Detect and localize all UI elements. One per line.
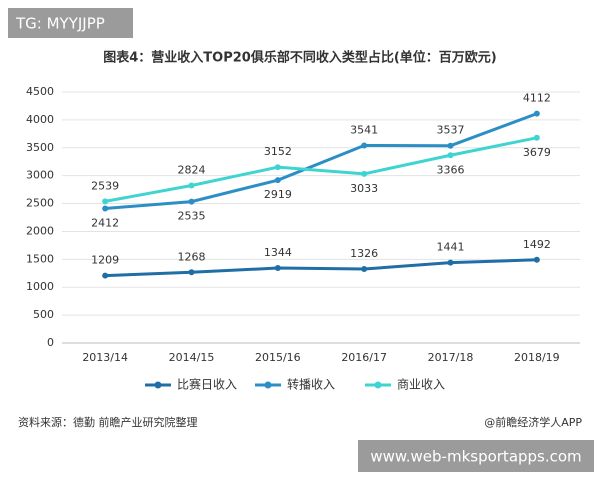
data-label: 1344	[264, 246, 292, 259]
y-tick-label: 2500	[26, 197, 54, 210]
x-tick-label: 2013/14	[82, 351, 128, 364]
y-tick-label: 4500	[26, 85, 54, 98]
point	[102, 198, 109, 205]
data-label: 2535	[178, 210, 206, 223]
data-label: 3366	[437, 163, 465, 176]
legend-marker	[374, 381, 382, 389]
point	[274, 164, 281, 171]
series-line	[105, 258, 537, 278]
data-label: 2412	[91, 216, 119, 229]
point	[533, 256, 540, 263]
point	[188, 198, 195, 205]
point	[102, 272, 109, 279]
legend-marker	[264, 381, 272, 389]
series-line	[104, 136, 538, 203]
watermark-bottom: www.web-mksportapps.com	[370, 448, 581, 466]
data-label: 3033	[350, 182, 378, 195]
watermark-box	[8, 8, 133, 38]
point	[361, 142, 368, 149]
legend-label: 商业收入	[397, 377, 445, 392]
watermark-top: TG: MYYJJPP	[15, 15, 105, 33]
y-tick-label: 1000	[26, 280, 54, 293]
point	[274, 177, 281, 184]
point	[274, 265, 281, 272]
y-tick-label: 500	[33, 308, 54, 321]
source: 资料来源：德勤 前瞻产业研究院整理	[18, 415, 198, 429]
data-label: 2824	[178, 163, 206, 176]
data-label: 1268	[178, 250, 206, 263]
x-tick-label: 2018/19	[514, 351, 560, 364]
y-tick-label: 4000	[26, 113, 54, 126]
point	[188, 182, 195, 189]
data-label: 2919	[264, 188, 292, 201]
point	[361, 266, 368, 273]
x-tick-label: 2014/15	[169, 351, 215, 364]
legend-label: 比赛日收入	[177, 377, 237, 392]
data-label: 3537	[437, 124, 465, 137]
data-label: 3679	[523, 146, 551, 159]
y-tick-label: 3500	[26, 141, 54, 154]
series-line	[105, 112, 538, 210]
data-label: 1209	[91, 254, 119, 267]
data-label: 3152	[264, 145, 292, 158]
y-tick-label: 0	[47, 336, 54, 349]
point	[361, 170, 368, 177]
chart-title: 图表4：营业收入TOP20俱乐部不同收入类型占比(单位：百万欧元)	[103, 50, 496, 66]
point	[533, 134, 540, 141]
point	[447, 152, 454, 159]
legend-label: 转播收入	[287, 377, 335, 392]
watermark-box	[358, 440, 594, 472]
point	[447, 259, 454, 266]
x-tick-label: 2017/18	[428, 351, 474, 364]
x-tick-label: 2015/16	[255, 351, 301, 364]
point	[188, 269, 195, 276]
data-label: 4112	[523, 92, 551, 105]
point	[102, 205, 109, 212]
y-tick-label: 2000	[26, 224, 54, 237]
data-label: 1492	[523, 238, 551, 251]
y-tick-label: 3000	[26, 169, 54, 182]
point	[447, 142, 454, 149]
data-label: 1326	[350, 247, 378, 260]
y-tick-label: 1500	[26, 252, 54, 265]
x-tick-label: 2016/17	[341, 351, 387, 364]
data-label: 2539	[91, 179, 119, 192]
point	[533, 110, 540, 117]
legend-marker	[154, 381, 162, 389]
data-label: 3541	[350, 123, 378, 136]
data-label: 1441	[437, 241, 465, 254]
credit: @前瞻经济学人APP	[484, 415, 582, 429]
